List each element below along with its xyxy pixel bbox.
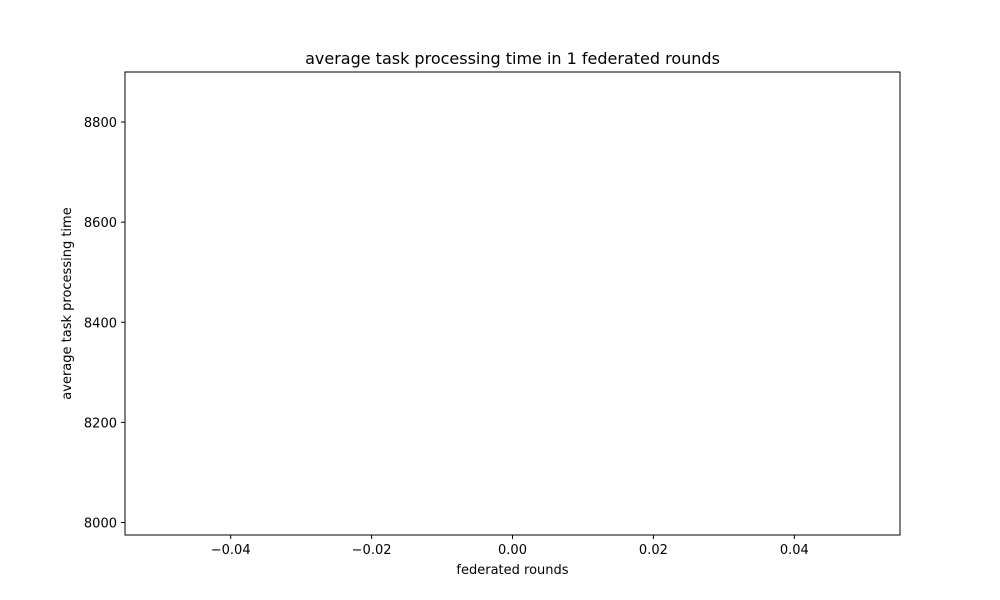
y-axis-ticks: 8000 8200 8400 8600 8800 [84, 116, 125, 531]
x-tick-label: −0.04 [211, 543, 251, 558]
x-tick-label: −0.02 [352, 543, 392, 558]
y-tick-label: 8600 [84, 216, 117, 231]
x-tick-label: 0.00 [498, 543, 527, 558]
y-tick-label: 8400 [84, 316, 117, 331]
x-tick-label: 0.04 [780, 543, 809, 558]
y-tick-label: 8800 [84, 116, 117, 131]
plot-area [124, 71, 901, 536]
y-tick-label: 8200 [84, 416, 117, 431]
x-tick-label: 0.02 [639, 543, 668, 558]
x-axis-ticks: −0.04 −0.02 0.00 0.02 0.04 [211, 535, 809, 558]
y-tick-label: 8000 [84, 516, 117, 531]
x-axis-label: federated rounds [456, 563, 568, 578]
chart-title: average task processing time in 1 federa… [305, 49, 720, 68]
y-axis-label: average task processing time [60, 207, 75, 399]
